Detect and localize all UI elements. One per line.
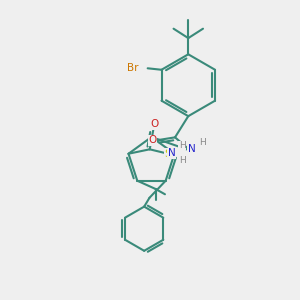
Text: S: S [164,149,172,159]
Text: H: H [179,156,185,165]
Text: O: O [148,135,157,145]
Text: H: H [199,138,206,147]
Text: H: H [179,141,185,150]
Text: N: N [188,144,196,154]
Text: Br: Br [127,63,139,73]
Text: O: O [150,119,158,129]
Text: N: N [168,148,176,158]
